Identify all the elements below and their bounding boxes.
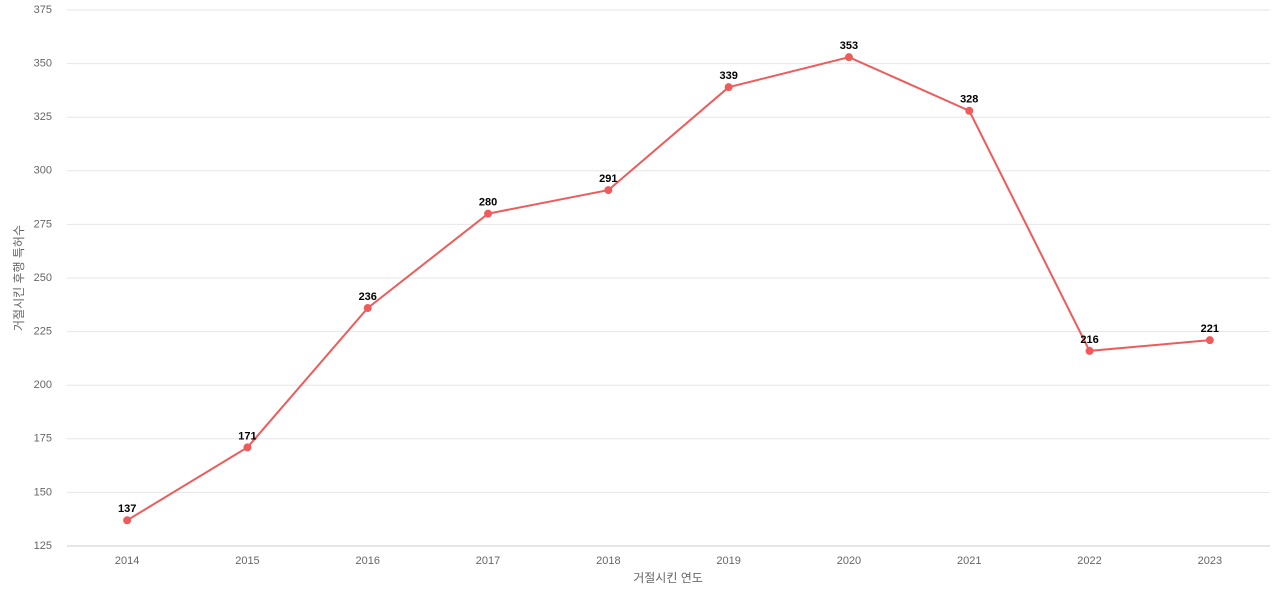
value-label: 280 <box>479 197 497 209</box>
x-axis-label: 거절시킨 연도 <box>633 571 703 585</box>
y-tick-label: 325 <box>34 111 52 123</box>
x-tick-label: 2014 <box>115 555 139 567</box>
y-tick-label: 125 <box>34 540 52 552</box>
y-tick-label: 350 <box>34 58 52 70</box>
point <box>1205 336 1214 345</box>
y-tick-label: 275 <box>34 218 52 230</box>
x-tick-label: 2016 <box>356 555 380 567</box>
point <box>844 53 853 62</box>
x-tick-label: 2019 <box>716 555 740 567</box>
value-label: 353 <box>840 40 858 52</box>
value-label: 236 <box>359 291 377 303</box>
x-tick-label: 2017 <box>476 555 500 567</box>
y-tick-label: 200 <box>34 379 52 391</box>
value-label: 171 <box>238 430 256 442</box>
y-axis-label: 거절시킨 후행 특허수 <box>11 225 26 331</box>
y-tick-label: 175 <box>34 433 52 445</box>
point <box>484 209 493 218</box>
value-label: 137 <box>118 503 136 515</box>
point <box>363 304 372 313</box>
x-tick-label: 2020 <box>837 555 861 567</box>
point <box>1085 346 1094 355</box>
point <box>123 516 132 525</box>
value-label: 216 <box>1080 334 1098 346</box>
y-tick-label: 300 <box>34 165 52 177</box>
y-tick-label: 225 <box>34 326 52 338</box>
x-tick-label: 2015 <box>235 555 259 567</box>
value-label: 339 <box>719 70 737 82</box>
value-label: 291 <box>599 173 617 185</box>
line <box>126 56 1210 522</box>
x-tick-label: 2022 <box>1077 555 1101 567</box>
x-tick-label: 2021 <box>957 555 981 567</box>
value-label: 221 <box>1201 323 1219 335</box>
point <box>965 106 974 115</box>
point <box>604 186 613 195</box>
y-tick-label: 150 <box>34 486 52 498</box>
x-tick-label: 2023 <box>1198 555 1222 567</box>
y-tick-label: 250 <box>34 272 52 284</box>
y-tick-label: 375 <box>34 4 52 16</box>
x-tick-label: 2018 <box>596 555 620 567</box>
value-label: 328 <box>960 94 978 106</box>
point <box>724 83 733 92</box>
point <box>243 443 252 452</box>
